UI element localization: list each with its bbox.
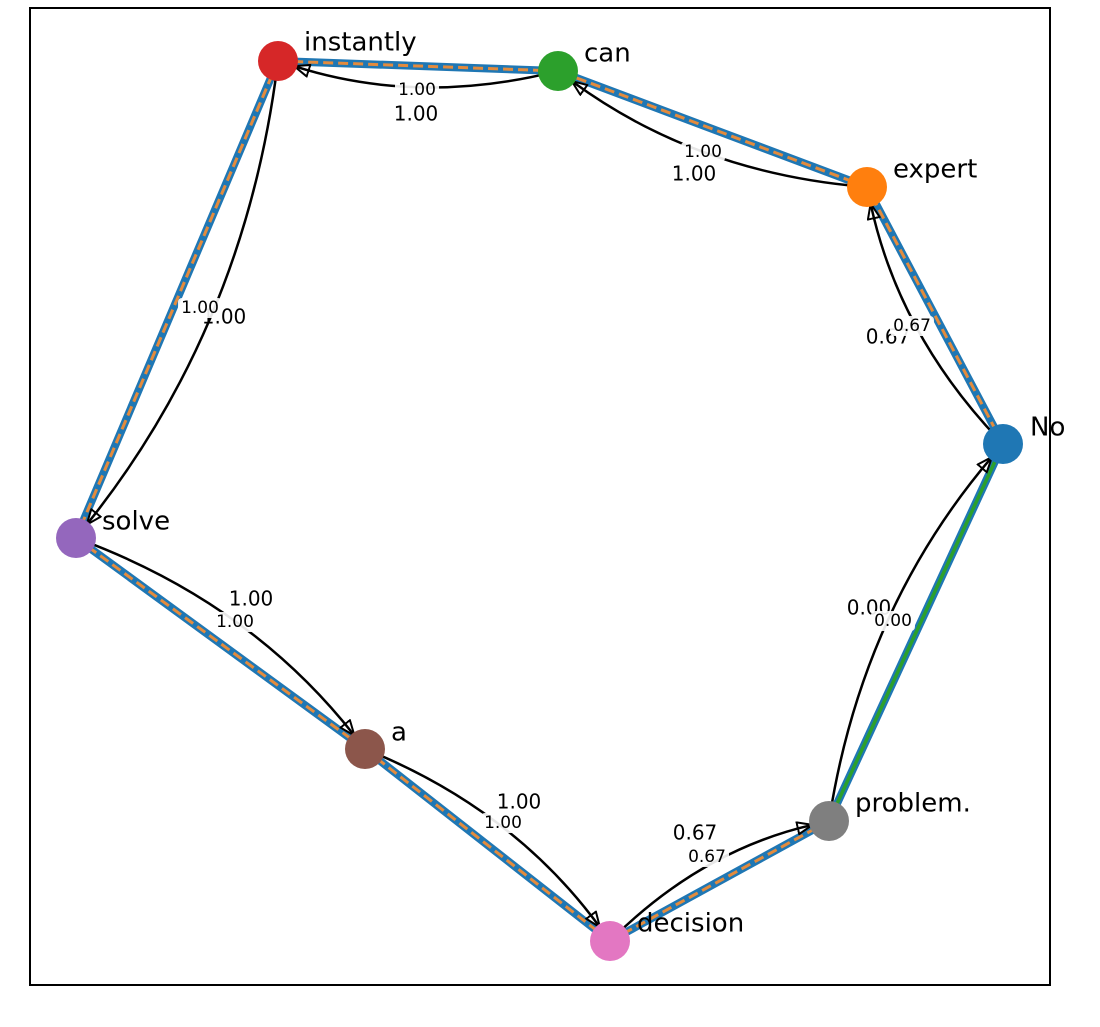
node-instantly — [258, 41, 298, 81]
edge-problem-No-overlay — [827, 443, 1005, 822]
edge-labels-layer: 0.670.671.001.001.001.001.001.001.001.00… — [178, 80, 934, 867]
edge-weight-label-secondary: 0.67 — [688, 847, 726, 867]
edge-expert-can-overlay — [557, 69, 868, 189]
node-label-solve: solve — [102, 507, 170, 537]
node-label-instantly: instantly — [304, 28, 417, 58]
edge-weight-label-secondary: 0.00 — [874, 611, 912, 631]
edge-weight-label: 1.00 — [672, 162, 717, 186]
node-a — [345, 729, 385, 769]
node-label-decision: decision — [637, 909, 744, 939]
edge-weight-label-background — [213, 612, 257, 632]
edge-weight-label-background — [890, 316, 934, 336]
edge-weight-label-background — [871, 611, 915, 631]
edge-weight-label-secondary: 1.00 — [484, 813, 522, 833]
edge-weight-label: 1.00 — [497, 790, 542, 814]
edge-weight-label-secondary: 1.00 — [398, 80, 436, 100]
edge-weight-label-background — [481, 813, 525, 833]
node-solve — [56, 518, 96, 558]
node-problem — [809, 801, 849, 841]
edge-weight-label-background — [178, 298, 222, 318]
node-labels-layer: No expert can instantly solve a decision proble… — [102, 28, 1065, 939]
edge-weight-label-background — [681, 142, 725, 162]
node-No — [983, 424, 1023, 464]
edge-a-decision-overlay — [364, 747, 611, 943]
node-expert — [847, 167, 887, 207]
edge-weight-label-secondary: 1.00 — [181, 298, 219, 318]
node-can — [538, 51, 578, 91]
node-decision — [590, 921, 630, 961]
edge-weight-label-secondary: 0.67 — [893, 316, 931, 336]
edge-weight-label-secondary: 1.00 — [216, 612, 254, 632]
edge-decision-problem-overlay — [609, 819, 830, 943]
thick-edges-layer — [72, 57, 1007, 945]
edge-No-expert-overlay — [865, 186, 1005, 445]
node-label-problem: problem. — [855, 789, 971, 819]
edge-solve-a-thick — [72, 534, 369, 753]
edge-instantly-solve-overlay — [74, 60, 280, 539]
nodes-layer — [56, 41, 1023, 961]
node-label-No: No — [1030, 413, 1065, 443]
edge-weight-label-background — [685, 847, 729, 867]
node-label-can: can — [584, 39, 631, 69]
node-label-a: a — [391, 718, 407, 748]
plot-frame — [29, 7, 1051, 986]
edge-weight-label-secondary: 1.00 — [684, 142, 722, 162]
node-label-expert: expert — [893, 155, 977, 185]
edge-weight-label: 1.00 — [229, 587, 274, 611]
edge-weight-label-background — [395, 80, 439, 100]
edge-weight-label: 0.67 — [673, 821, 718, 845]
edge-weight-label: 1.00 — [394, 102, 439, 126]
edge-can-instantly-overlay — [277, 59, 559, 73]
